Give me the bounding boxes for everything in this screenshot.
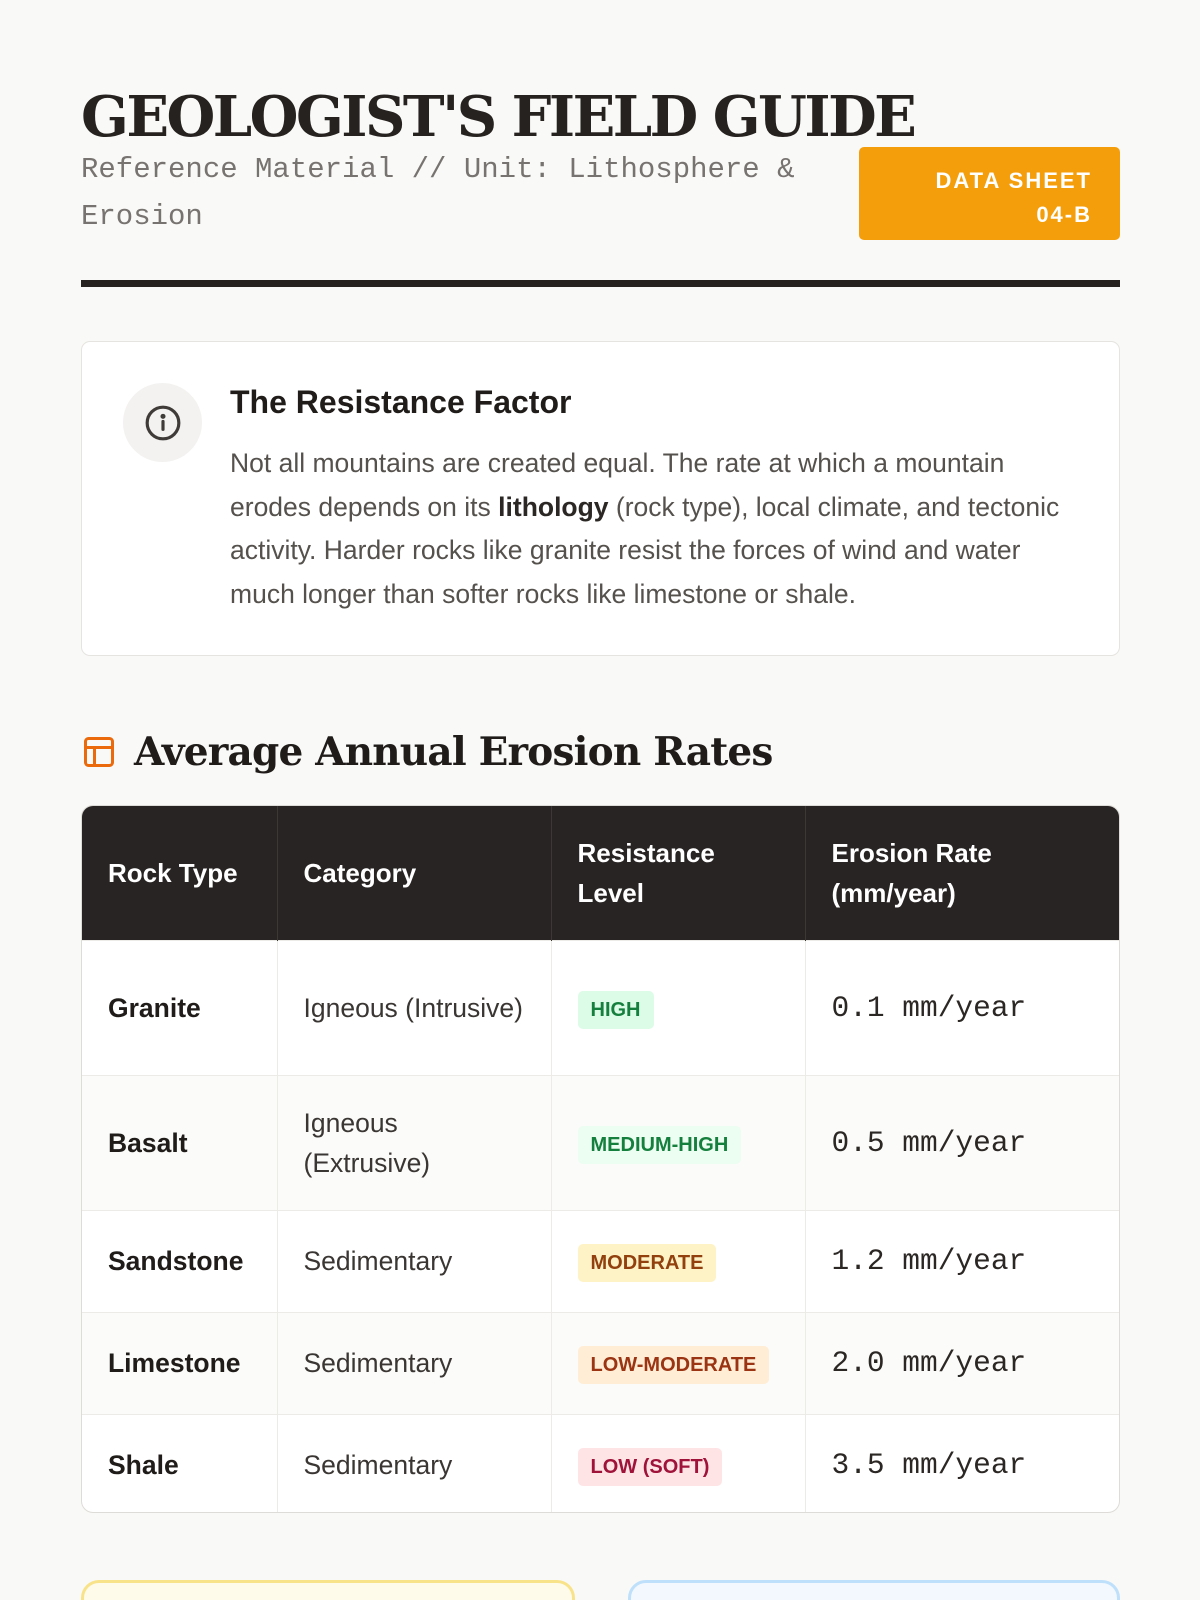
rock-type-cell: Basalt	[82, 1074, 278, 1210]
header-resistance-level: Resistance Level	[551, 806, 806, 940]
erosion-rate-cell: 0.5 mm/year	[805, 1074, 1119, 1210]
info-card-title: The Resistance Factor	[230, 384, 572, 420]
header: GEOLOGIST'S FIELD GUIDE Reference Materi…	[81, 0, 1120, 288]
page-subtitle: Reference Material // Unit: Lithosphere …	[81, 153, 795, 233]
resistance-cell: MEDIUM-HIGH	[551, 1074, 806, 1210]
rock-type-cell: Sandstone	[82, 1209, 278, 1312]
table-row: Shale Sedimentary LOW (SOFT) 3.5 mm/year	[82, 1413, 1119, 1512]
info-body-text-2: (rock type), local climate, and tectonic…	[230, 491, 1060, 609]
table-row: Basalt Igneous (Extrusive) MEDIUM-HIGH 0…	[82, 1074, 1119, 1210]
resistance-cell: MODERATE	[551, 1209, 806, 1312]
header-category: Category	[277, 806, 552, 940]
info-body-bold: lithology	[498, 491, 609, 522]
info-body-text-1: Not all mountains are created equal. The…	[230, 448, 1005, 522]
erosion-rate-cell: 3.5 mm/year	[805, 1413, 1119, 1512]
info-icon	[123, 383, 202, 462]
erosion-rate-cell: 0.1 mm/year	[805, 939, 1119, 1075]
resistance-badge: HIGH	[577, 990, 654, 1029]
rock-type-cell: Limestone	[82, 1311, 278, 1414]
resistance-cell: LOW (SOFT)	[551, 1413, 806, 1512]
erosion-rates-table: Rock Type Category Resistance Level Eros…	[81, 805, 1120, 1513]
page-title: GEOLOGIST'S FIELD GUIDE	[81, 84, 917, 150]
header-rock-type: Rock Type	[82, 806, 278, 940]
table-row: Limestone Sedimentary LOW-MODERATE 2.0 m…	[82, 1311, 1119, 1414]
resistance-cell: LOW-MODERATE	[551, 1311, 806, 1414]
category-cell: Sedimentary	[277, 1413, 552, 1512]
table-header-row: Rock Type Category Resistance Level Eros…	[82, 806, 1119, 940]
rock-type-cell: Granite	[82, 939, 278, 1075]
data-sheet-badge: DATA SHEET 04-B	[859, 147, 1120, 240]
resistance-badge: LOW (SOFT)	[577, 1448, 723, 1487]
table-row: Sandstone Sedimentary MODERATE 1.2 mm/ye…	[82, 1209, 1119, 1312]
header-divider	[81, 280, 1120, 287]
badge-line-2: 04-B	[1036, 202, 1092, 227]
category-cell: Sedimentary	[277, 1209, 552, 1312]
resistance-badge: MODERATE	[577, 1244, 717, 1282]
page: GEOLOGIST'S FIELD GUIDE Reference Materi…	[81, 0, 1120, 1600]
erosion-rate-cell: 2.0 mm/year	[805, 1311, 1119, 1414]
erosion-rate-cell: 1.2 mm/year	[805, 1209, 1119, 1312]
section-heading: Average Annual Erosion Rates	[81, 728, 773, 776]
resistance-badge: LOW-MODERATE	[577, 1346, 770, 1384]
note-card-yellow	[81, 1580, 575, 1600]
header-erosion-rate: Erosion Rate (mm/year)	[831, 837, 992, 908]
category-cell: Igneous (Extrusive)	[277, 1074, 552, 1210]
badge-line-1: DATA SHEET	[935, 168, 1092, 193]
resistance-badge: MEDIUM-HIGH	[577, 1125, 742, 1164]
category-cell: Sedimentary	[277, 1311, 552, 1414]
info-card: The Resistance Factor Not all mountains …	[81, 341, 1120, 656]
table-icon	[84, 737, 114, 767]
section-title: Average Annual Erosion Rates	[134, 729, 773, 775]
info-card-body: Not all mountains are created equal. The…	[230, 442, 1080, 616]
resistance-cell: HIGH	[551, 939, 806, 1075]
table-row: Granite Igneous (Intrusive) HIGH 0.1 mm/…	[82, 939, 1119, 1075]
note-card-blue	[628, 1580, 1120, 1600]
category-cell: Igneous (Intrusive)	[277, 939, 552, 1075]
rock-type-cell: Shale	[82, 1413, 278, 1512]
